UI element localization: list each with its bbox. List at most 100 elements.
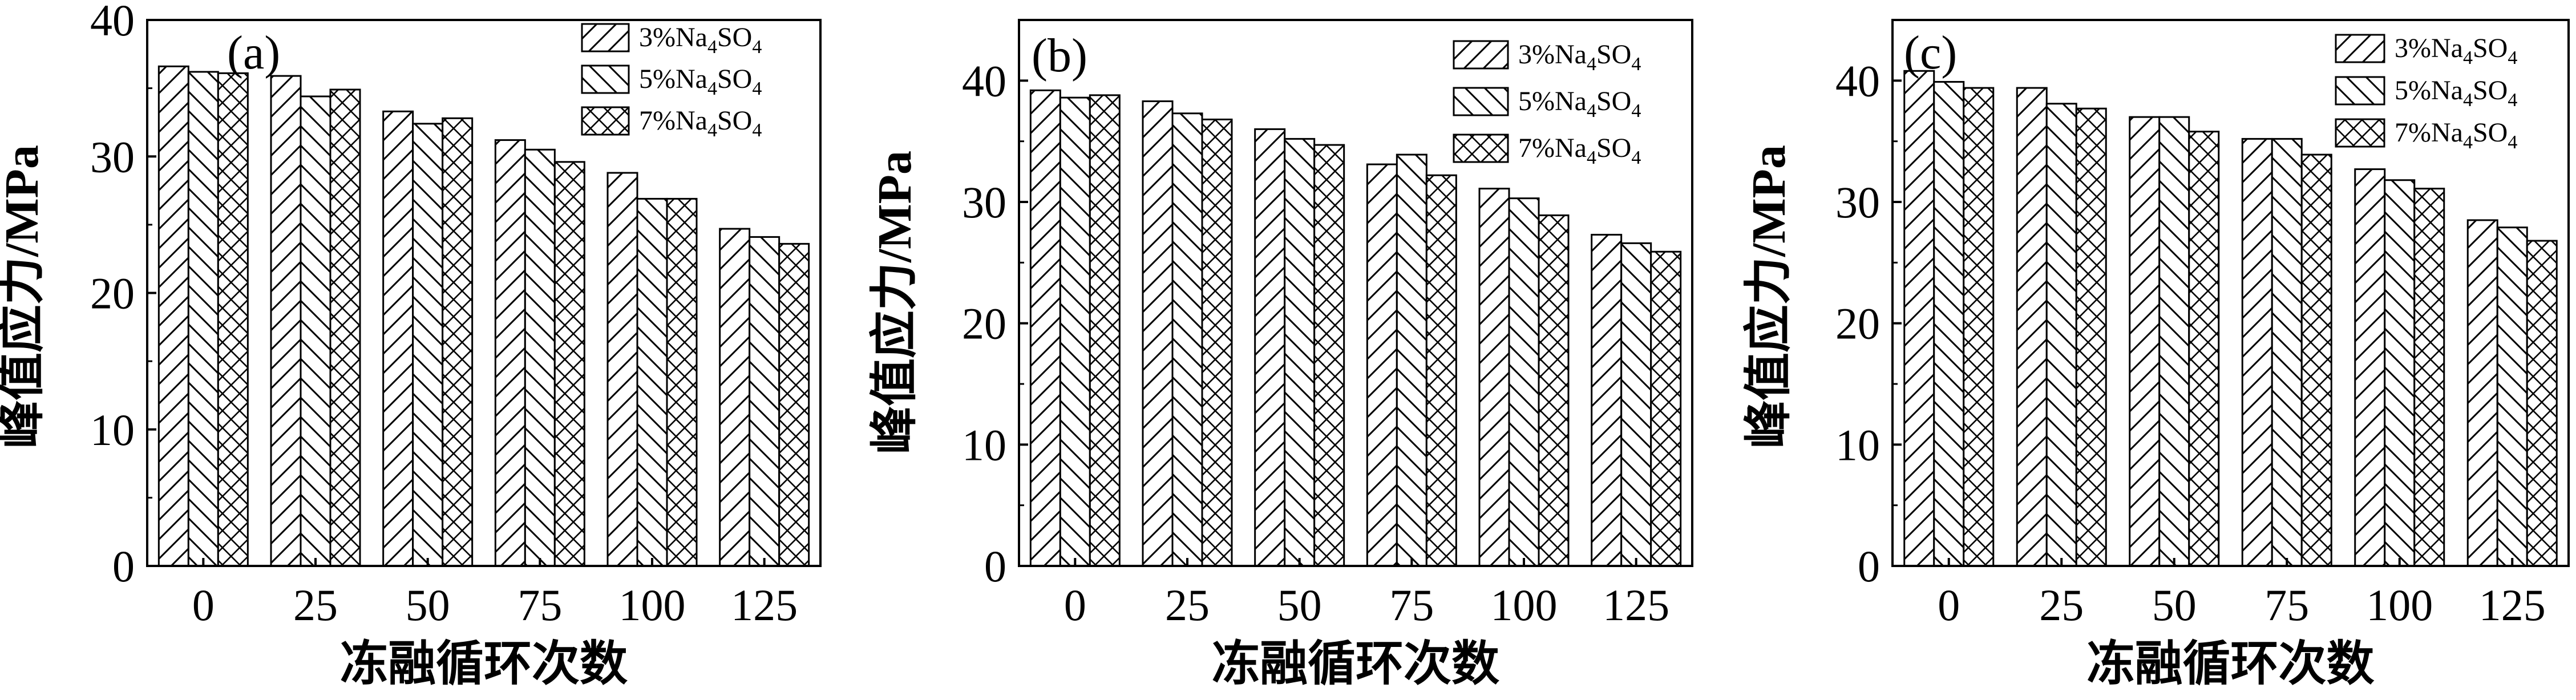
- y-tick-label: 30: [962, 177, 1006, 227]
- bar-0-series-3: [217, 72, 249, 567]
- legend-swatch: [2335, 34, 2385, 63]
- bar-0-series-1: [1903, 70, 1935, 567]
- plot-frame: [146, 19, 822, 567]
- legend-swatch: [1453, 87, 1509, 116]
- x-tick-label: 50: [406, 580, 450, 630]
- legend-label: 5%Na4SO4: [2395, 75, 2517, 111]
- legend-swatch: [2335, 118, 2385, 148]
- bar-100-series-2: [636, 197, 668, 567]
- legend-label: 3%Na4SO4: [2395, 33, 2517, 68]
- bar-100-series-3: [666, 197, 698, 567]
- legend-label: 7%Na4SO4: [2395, 118, 2517, 153]
- y-tick-label: 10: [1835, 420, 1880, 470]
- x-tick-label: 75: [1389, 580, 1434, 630]
- bar-125-series-2: [749, 236, 781, 567]
- y-tick-label: 40: [1835, 56, 1880, 106]
- legend-label: 3%Na4SO4: [639, 22, 762, 58]
- bars: [1029, 89, 1682, 567]
- bar-75-series-1: [494, 139, 526, 567]
- y-tick-label: 20: [962, 299, 1006, 349]
- chart-panel-a: 0 25 50 75 100 125 0 10 20 30 40 (a) 冻融循环次数 峰值应力/MPa 3…: [0, 0, 822, 691]
- bar-75-series-2: [2271, 137, 2303, 567]
- bar-100-series-2: [1508, 197, 1540, 567]
- bar-75-series-1: [1366, 163, 1398, 567]
- bar-25-series-3: [329, 88, 361, 567]
- x-axis-title: 冻融循环次数: [1212, 638, 1499, 691]
- legend: 3%Na4SO4 5%Na4SO4 7%Na4SO4: [1453, 39, 1641, 168]
- legend-label: 7%Na4SO4: [639, 106, 762, 141]
- chart-panel-b: 0 25 50 75 100 125 0 10 20 30 40 (b) 冻融循环次数 峰值应力/MPa 3…: [868, 19, 1693, 691]
- x-tick-label: 125: [731, 580, 798, 630]
- bar-50-series-2: [1284, 137, 1316, 567]
- x-tick-label: 75: [517, 580, 562, 630]
- legend-swatch: [2335, 76, 2385, 106]
- x-tick-label: 0: [1064, 580, 1086, 630]
- bar-125-series-2: [1620, 242, 1652, 567]
- bar-25-series-2: [2045, 103, 2077, 567]
- bar-0-series-3: [1089, 94, 1121, 567]
- bar-0-series-3: [1963, 87, 1995, 567]
- y-tick-label: 20: [90, 269, 135, 318]
- bar-100-series-2: [2384, 179, 2416, 567]
- y-tick-label: 0: [984, 541, 1006, 591]
- legend: 3%Na4SO4 5%Na4SO4 7%Na4SO4: [2335, 33, 2517, 153]
- bar-25-series-1: [1142, 100, 1174, 567]
- bar-75-series-1: [2241, 137, 2273, 567]
- x-axis-title: 冻融循环次数: [340, 638, 628, 691]
- y-tick-label: 10: [962, 420, 1006, 470]
- plot-frame: [1891, 19, 2570, 567]
- legend-label: 5%Na4SO4: [1518, 86, 1641, 122]
- legend-swatch: [581, 106, 630, 136]
- bar-125-series-1: [2466, 219, 2498, 567]
- x-tick-label: 0: [1938, 580, 1960, 630]
- x-tick-label: 25: [2039, 580, 2084, 630]
- x-tick-label: 25: [1165, 580, 1210, 630]
- bar-100-series-1: [1478, 188, 1510, 567]
- x-tick-label: 50: [2152, 580, 2197, 630]
- panel-label: (c): [1904, 26, 1957, 79]
- bar-25-series-3: [1201, 118, 1233, 567]
- bar-50-series-1: [1254, 128, 1286, 567]
- y-tick-label: 40: [90, 0, 135, 45]
- bar-50-series-1: [2129, 116, 2161, 567]
- bar-0-series-1: [157, 65, 189, 567]
- bar-125-series-3: [778, 242, 810, 567]
- bar-50-series-3: [1313, 144, 1345, 567]
- y-tick-label: 10: [90, 405, 135, 455]
- x-tick-label: 50: [1277, 580, 1322, 630]
- bar-25-series-2: [300, 95, 331, 567]
- x-tick-label: 0: [192, 580, 215, 630]
- bar-125-series-3: [2526, 240, 2558, 567]
- legend-label: 3%Na4SO4: [1518, 39, 1641, 75]
- legend-label: 5%Na4SO4: [639, 64, 762, 99]
- bar-125-series-3: [1650, 250, 1682, 567]
- bar-100-series-3: [2413, 188, 2445, 567]
- bar-100-series-3: [1538, 214, 1570, 567]
- bar-100-series-1: [606, 172, 638, 567]
- bar-75-series-3: [2300, 153, 2332, 567]
- x-axis-title: 冻融循环次数: [2086, 638, 2374, 691]
- chart-panel-c: 0 25 50 75 100 125 0 10 20 30 40 (c) 冻融循环次数 峰值应力/MPa 3…: [1742, 19, 2570, 691]
- x-tick-label: 25: [293, 580, 338, 630]
- x-tick-label: 100: [619, 580, 686, 630]
- legend: 3%Na4SO4 5%Na4SO4 7%Na4SO4: [581, 22, 762, 141]
- bar-0-series-2: [1933, 80, 1965, 567]
- bar-0-series-2: [187, 71, 219, 567]
- legend-swatch: [581, 64, 630, 94]
- bar-50-series-1: [382, 110, 414, 567]
- legend-label: 7%Na4SO4: [1518, 133, 1641, 168]
- y-axis-title: 峰值应力/MPa: [0, 145, 48, 448]
- bar-50-series-2: [412, 123, 444, 567]
- bar-25-series-1: [270, 75, 302, 567]
- y-tick-label: 30: [90, 132, 135, 181]
- y-tick-label: 30: [1835, 177, 1880, 227]
- bar-25-series-2: [1171, 112, 1203, 567]
- bar-125-series-2: [2496, 226, 2528, 567]
- y-axis-title: 峰值应力/MPa: [1742, 145, 1795, 448]
- bar-0-series-1: [1029, 89, 1061, 567]
- x-tick-label: 125: [1603, 580, 1669, 630]
- y-tick-label: 0: [112, 541, 135, 591]
- panel-label: (a): [227, 26, 280, 79]
- bars: [157, 65, 810, 567]
